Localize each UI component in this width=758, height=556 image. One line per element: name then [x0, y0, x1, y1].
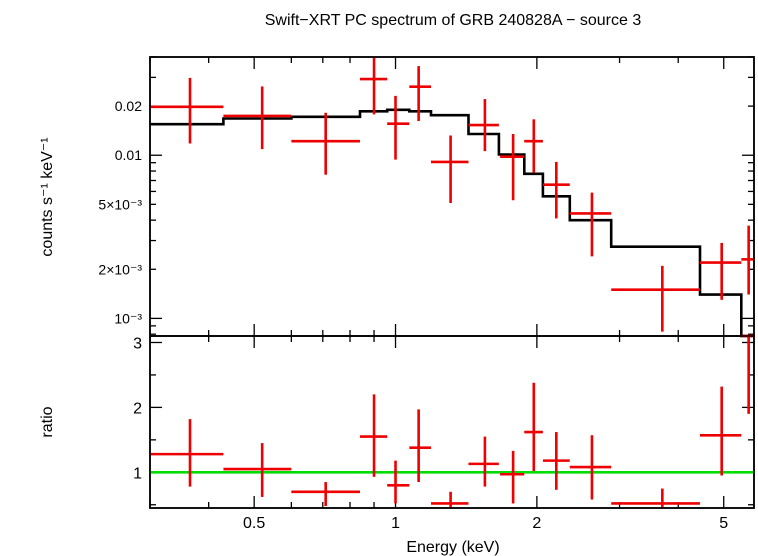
chart-title: Swift−XRT PC spectrum of GRB 240828A − s… [265, 12, 642, 29]
y-tick-label: 2×10⁻³ [98, 261, 142, 277]
y-tick-label: 1 [133, 465, 142, 482]
y-tick-label: 0.01 [115, 147, 142, 163]
x-tick-label: 5 [719, 515, 728, 532]
y-tick-label: 0.02 [115, 98, 142, 114]
y-axis-label-counts: counts s⁻¹ keV⁻¹ [39, 137, 56, 256]
bottom-panel-frame [149, 335, 755, 509]
y-tick-label: 5×10⁻³ [98, 196, 142, 212]
x-axis-label: Energy (keV) [406, 539, 499, 556]
y-tick-label: 3 [133, 335, 142, 352]
y-tick-label: 2 [133, 400, 142, 417]
x-tick-label: 1 [391, 515, 400, 532]
x-tick-label: 0.5 [243, 515, 265, 532]
outer-frame [149, 56, 755, 509]
x-tick-label: 2 [532, 515, 541, 532]
plot-layer: 0.5 1 2 5 0.02 0.01 5×10⁻³ 2×10⁻³ 10⁻³ 1 2 3 [98, 56, 755, 532]
y-tick-label: 10⁻³ [114, 310, 142, 326]
y-axis-label-ratio: ratio [39, 406, 56, 437]
